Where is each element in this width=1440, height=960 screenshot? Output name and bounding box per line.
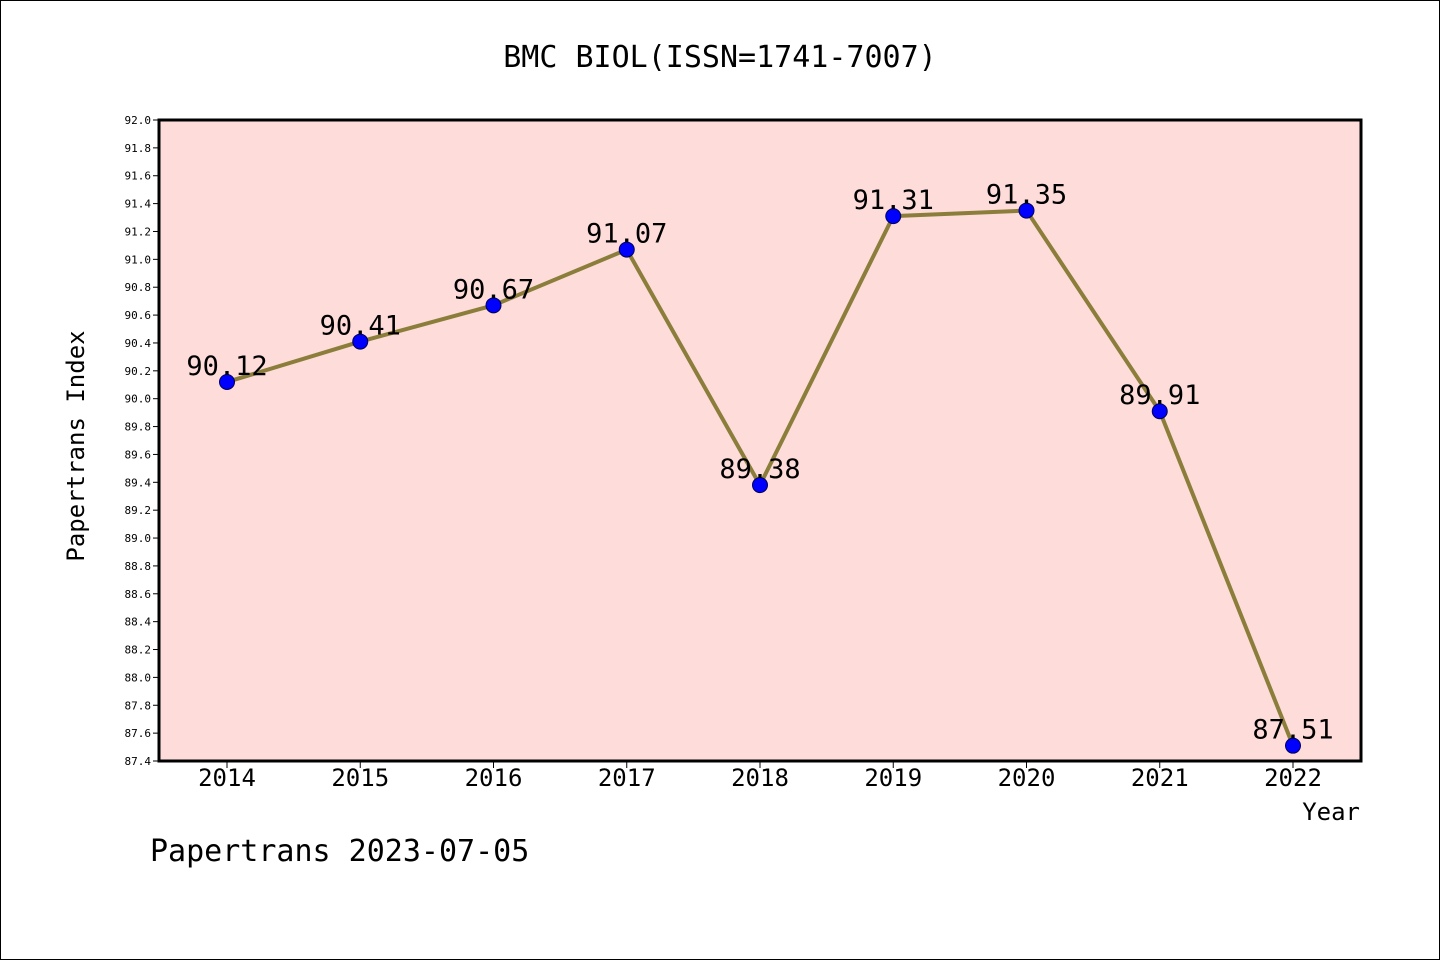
x-tick-label: 2015 (331, 764, 389, 792)
data-point (752, 477, 768, 494)
x-axis: 2014 2015 2016 2017 2018 2019 2020 2021 2022 (198, 761, 1322, 792)
data-label: 91.07 (586, 219, 667, 250)
x-tick-label: 2018 (731, 764, 789, 792)
plot-area (157, 118, 1363, 763)
x-tick-label: 2016 (465, 764, 523, 792)
x-tick-label: 2021 (1131, 764, 1189, 792)
footer-text: Papertrans 2023-07-05 (150, 834, 530, 869)
data-point (219, 373, 235, 390)
x-tick-label: 2022 (1264, 764, 1322, 792)
data-label: 90.67 (453, 274, 534, 305)
data-label: 89.38 (719, 454, 800, 485)
y-tick-label: 90.0 (125, 393, 152, 406)
data-label: 90.41 (320, 311, 401, 342)
data-point (485, 297, 502, 314)
y-tick-label: 87.4 (125, 755, 152, 768)
y-tick-label: 89.0 (125, 532, 152, 545)
x-tick-label: 2017 (598, 764, 656, 792)
y-tick-label: 88.8 (125, 560, 152, 573)
chart-title: BMC BIOL(ISSN=1741-7007) (503, 40, 936, 75)
y-tick-label: 88.0 (125, 671, 152, 684)
y-tick-label: 88.6 (125, 588, 152, 601)
data-point (1151, 403, 1168, 420)
x-tick-label: 2020 (998, 764, 1056, 792)
series-layer: 90.12 90.41 90.67 91.07 89.38 91.31 91.35 89.91… (186, 180, 1334, 754)
y-tick-label: 90.8 (125, 281, 152, 294)
data-point (1018, 202, 1035, 219)
y-tick-label: 87.6 (125, 727, 152, 740)
y-tick-label: 88.4 (125, 616, 152, 629)
y-tick-label: 90.2 (125, 365, 152, 378)
y-tick-label: 91.4 (125, 198, 152, 211)
y-tick-label: 92.0 (125, 114, 152, 127)
data-label: 89.91 (1119, 380, 1200, 411)
data-label: 91.31 (853, 185, 934, 216)
y-tick-label: 87.8 (125, 699, 152, 712)
y-tick-label: 90.4 (125, 337, 152, 350)
y-tick-label: 89.6 (125, 448, 152, 461)
data-point (618, 241, 635, 258)
y-tick-label: 88.2 (125, 644, 152, 657)
y-tick-label: 91.6 (125, 170, 152, 183)
y-tick-label: 91.8 (125, 142, 152, 155)
y-axis-label: Papertrans Index (62, 330, 90, 561)
x-tick-label: 2014 (198, 764, 256, 792)
y-tick-label: 91.2 (125, 225, 152, 238)
data-point (352, 333, 369, 350)
data-point (885, 208, 902, 225)
data-label: 87.51 (1252, 715, 1333, 746)
x-tick-label: 2019 (864, 764, 922, 792)
y-tick-label: 89.8 (125, 421, 152, 434)
y-tick-label: 91.0 (125, 253, 152, 266)
data-label: 90.12 (186, 351, 267, 382)
y-axis: 87.4 87.6 87.8 88.0 88.2 88.4 88.6 88.8 89.0 89.2… (125, 114, 159, 768)
x-axis-label: Year (1302, 798, 1360, 826)
data-label: 91.35 (986, 180, 1067, 211)
y-tick-label: 89.2 (125, 504, 152, 517)
y-tick-label: 89.4 (125, 476, 152, 489)
data-point (1285, 737, 1301, 754)
y-tick-label: 90.6 (125, 309, 152, 322)
